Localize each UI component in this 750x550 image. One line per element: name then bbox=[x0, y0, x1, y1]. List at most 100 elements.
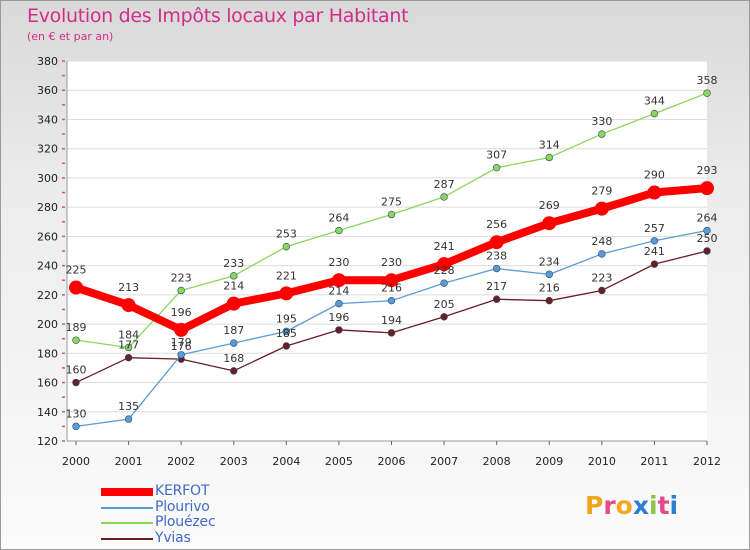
series-lines bbox=[69, 89, 714, 431]
data-label-plourivo: 187 bbox=[223, 324, 244, 337]
logo-letter: i bbox=[649, 491, 658, 520]
data-label-plourivo: 257 bbox=[644, 222, 665, 235]
data-point-plouezec bbox=[335, 226, 343, 235]
x-tick-label: 2011 bbox=[640, 455, 668, 468]
data-label-kerfot: 230 bbox=[328, 256, 349, 269]
y-tick-label: 220 bbox=[37, 289, 58, 302]
data-label-plourivo: 135 bbox=[118, 400, 139, 413]
data-point-kerfot bbox=[279, 286, 294, 301]
data-point-kerfot bbox=[69, 280, 83, 295]
data-label-kerfot: 225 bbox=[66, 264, 87, 277]
logo-letter: r bbox=[603, 491, 616, 520]
data-label-yvias: 160 bbox=[66, 364, 87, 377]
data-point-plourivo bbox=[72, 422, 80, 431]
data-point-yvias bbox=[703, 247, 711, 255]
legend-swatch bbox=[101, 537, 153, 540]
data-point-plourivo bbox=[387, 296, 396, 305]
data-point-plourivo bbox=[282, 327, 291, 336]
data-point-plouezec bbox=[440, 193, 448, 201]
data-label-plouezec: 330 bbox=[591, 115, 612, 128]
data-point-kerfot bbox=[647, 185, 662, 200]
data-label-plourivo: 179 bbox=[171, 336, 192, 349]
data-point-plouezec bbox=[72, 336, 80, 344]
data-point-plourivo bbox=[230, 339, 238, 347]
data-label-yvias: 185 bbox=[276, 327, 297, 340]
data-point-plouezec bbox=[598, 130, 606, 138]
data-label-kerfot: 214 bbox=[223, 280, 244, 293]
data-label-yvias: 250 bbox=[697, 232, 718, 245]
data-point-kerfot bbox=[594, 201, 609, 216]
logo-letter: x bbox=[632, 491, 649, 520]
x-tick-label: 2002 bbox=[167, 455, 195, 468]
data-label-kerfot: 213 bbox=[118, 281, 139, 294]
data-point-plourivo bbox=[545, 270, 553, 279]
proxiti-logo: Proxiti bbox=[585, 491, 678, 520]
data-point-plouezec bbox=[545, 153, 553, 162]
data-label-plourivo: 238 bbox=[486, 250, 507, 263]
logo-letter: t bbox=[657, 491, 670, 520]
y-tick-label: 300 bbox=[37, 172, 58, 185]
data-point-plourivo bbox=[703, 226, 711, 235]
y-tick-label: 140 bbox=[37, 406, 58, 419]
data-label-yvias: 217 bbox=[486, 280, 507, 293]
y-tick-label: 340 bbox=[37, 113, 58, 126]
data-point-plourivo bbox=[335, 299, 343, 308]
data-point-plourivo bbox=[598, 250, 606, 258]
data-label-plouezec: 264 bbox=[328, 212, 349, 225]
data-point-plourivo bbox=[650, 237, 659, 245]
data-label-kerfot: 293 bbox=[697, 164, 718, 177]
data-label-kerfot: 221 bbox=[276, 269, 297, 282]
x-tick-label: 2000 bbox=[62, 455, 90, 468]
chart-subtitle: (en € et par an) bbox=[27, 30, 114, 43]
data-label-yvias: 176 bbox=[171, 340, 192, 353]
data-point-yvias bbox=[124, 353, 133, 362]
data-label-kerfot: 290 bbox=[644, 169, 665, 182]
data-labels: 160 177 176 168 185 196 194 205 217 216 223 241 250 1… bbox=[66, 74, 718, 420]
data-point-plouezec bbox=[703, 89, 711, 97]
data-label-plouezec: 314 bbox=[539, 138, 560, 151]
data-point-plouezec bbox=[124, 343, 133, 352]
legend-swatch bbox=[101, 506, 153, 509]
data-point-kerfot bbox=[700, 181, 714, 196]
data-label-kerfot: 230 bbox=[381, 256, 402, 269]
data-point-kerfot bbox=[331, 273, 346, 288]
data-label-plouezec: 287 bbox=[434, 178, 455, 191]
data-label-yvias: 205 bbox=[434, 298, 455, 311]
y-tick-label: 360 bbox=[37, 84, 58, 97]
data-point-yvias bbox=[335, 326, 343, 334]
data-point-yvias bbox=[492, 295, 501, 303]
data-label-plourivo: 228 bbox=[434, 264, 455, 277]
data-point-kerfot bbox=[384, 273, 399, 288]
data-point-kerfot bbox=[174, 322, 189, 337]
data-point-kerfot bbox=[121, 298, 136, 313]
axes: 120 140 160 180 200 220 240 260 280 300 320 340 360 3… bbox=[37, 55, 721, 468]
legend-label: Plouézec bbox=[155, 514, 216, 530]
data-point-yvias bbox=[598, 286, 606, 295]
x-tick-label: 2007 bbox=[430, 455, 458, 468]
data-point-plouezec bbox=[492, 163, 501, 172]
legend-label: Yvias bbox=[155, 529, 191, 546]
data-label-yvias: 241 bbox=[644, 245, 665, 258]
y-tick-label: 240 bbox=[37, 260, 58, 273]
legend-label: Plourivo bbox=[155, 498, 210, 515]
data-point-yvias bbox=[230, 367, 238, 375]
data-label-plouezec: 223 bbox=[171, 271, 192, 284]
data-label-plourivo: 248 bbox=[591, 235, 612, 248]
data-point-plouezec bbox=[650, 109, 659, 118]
chart-title: Evolution des Impôts locaux par Habitant bbox=[27, 5, 409, 27]
data-label-plourivo: 130 bbox=[66, 407, 87, 420]
x-tick-label: 2005 bbox=[325, 455, 353, 468]
data-label-plouezec: 307 bbox=[486, 149, 507, 162]
data-label-plourivo: 264 bbox=[697, 212, 718, 225]
data-label-kerfot: 196 bbox=[171, 306, 192, 319]
data-label-plourivo: 216 bbox=[381, 282, 402, 295]
y-tick-label: 180 bbox=[37, 347, 58, 360]
y-tick-label: 160 bbox=[37, 377, 58, 390]
data-label-kerfot: 279 bbox=[591, 185, 612, 198]
y-tick-label: 260 bbox=[37, 230, 58, 243]
data-label-kerfot: 241 bbox=[434, 240, 455, 253]
data-point-plourivo bbox=[440, 279, 448, 287]
y-tick-label: 280 bbox=[37, 201, 58, 214]
